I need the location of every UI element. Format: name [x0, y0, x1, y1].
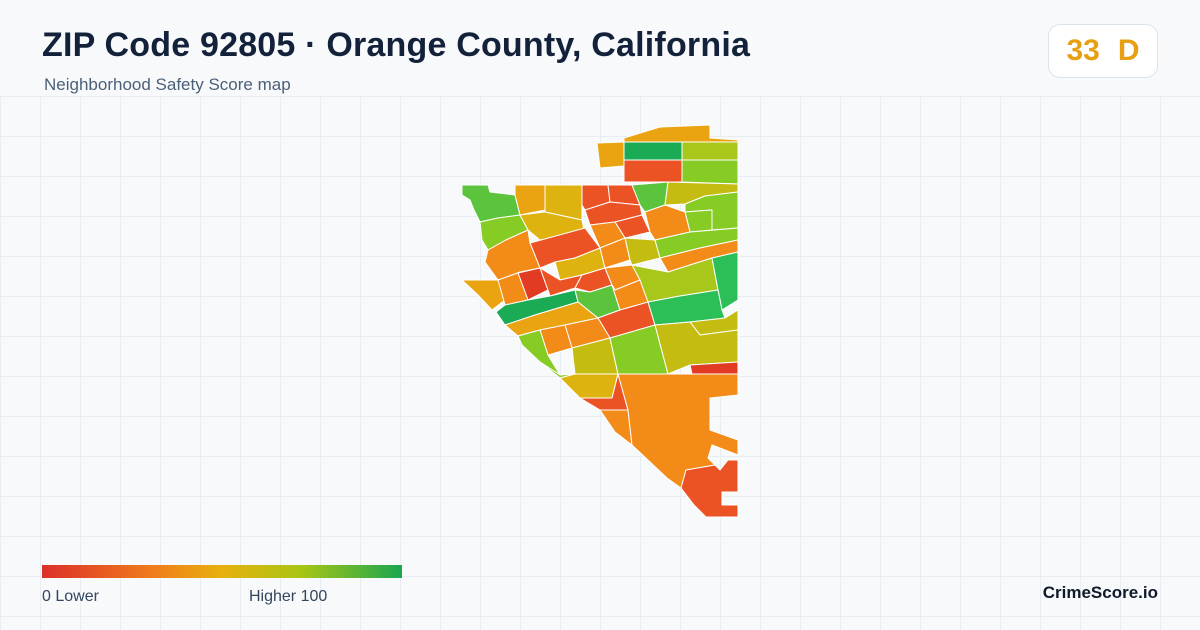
map-region[interactable]: [623, 124, 739, 143]
page-title: ZIP Code 92805 · Orange County, Californ…: [42, 26, 751, 64]
map-region[interactable]: [624, 237, 661, 266]
legend-gradient-bar: [42, 565, 402, 578]
score-badge: 33 D: [1048, 24, 1158, 78]
legend-max-label: Higher 100: [249, 588, 328, 605]
map-region[interactable]: [680, 459, 739, 518]
map-region[interactable]: [623, 159, 683, 183]
map-region[interactable]: [681, 141, 739, 161]
map-region[interactable]: [681, 159, 739, 185]
map-region[interactable]: [617, 373, 739, 489]
map-region[interactable]: [599, 409, 633, 446]
map-region[interactable]: [514, 184, 546, 216]
map-region[interactable]: [623, 141, 683, 161]
score-grade: D: [1117, 34, 1140, 67]
legend-min-label: 0 Lower: [42, 588, 99, 605]
map-region[interactable]: [596, 141, 625, 169]
map-region[interactable]: [711, 251, 739, 311]
header-band: [0, 0, 1200, 96]
brand-logo-text[interactable]: CrimeScore.io: [1042, 583, 1158, 602]
page-subtitle: Neighborhood Safety Score map: [44, 75, 291, 94]
map-region[interactable]: [654, 321, 739, 375]
map-region[interactable]: [461, 279, 506, 311]
score-value: 33: [1066, 34, 1100, 67]
map-region[interactable]: [559, 373, 619, 399]
